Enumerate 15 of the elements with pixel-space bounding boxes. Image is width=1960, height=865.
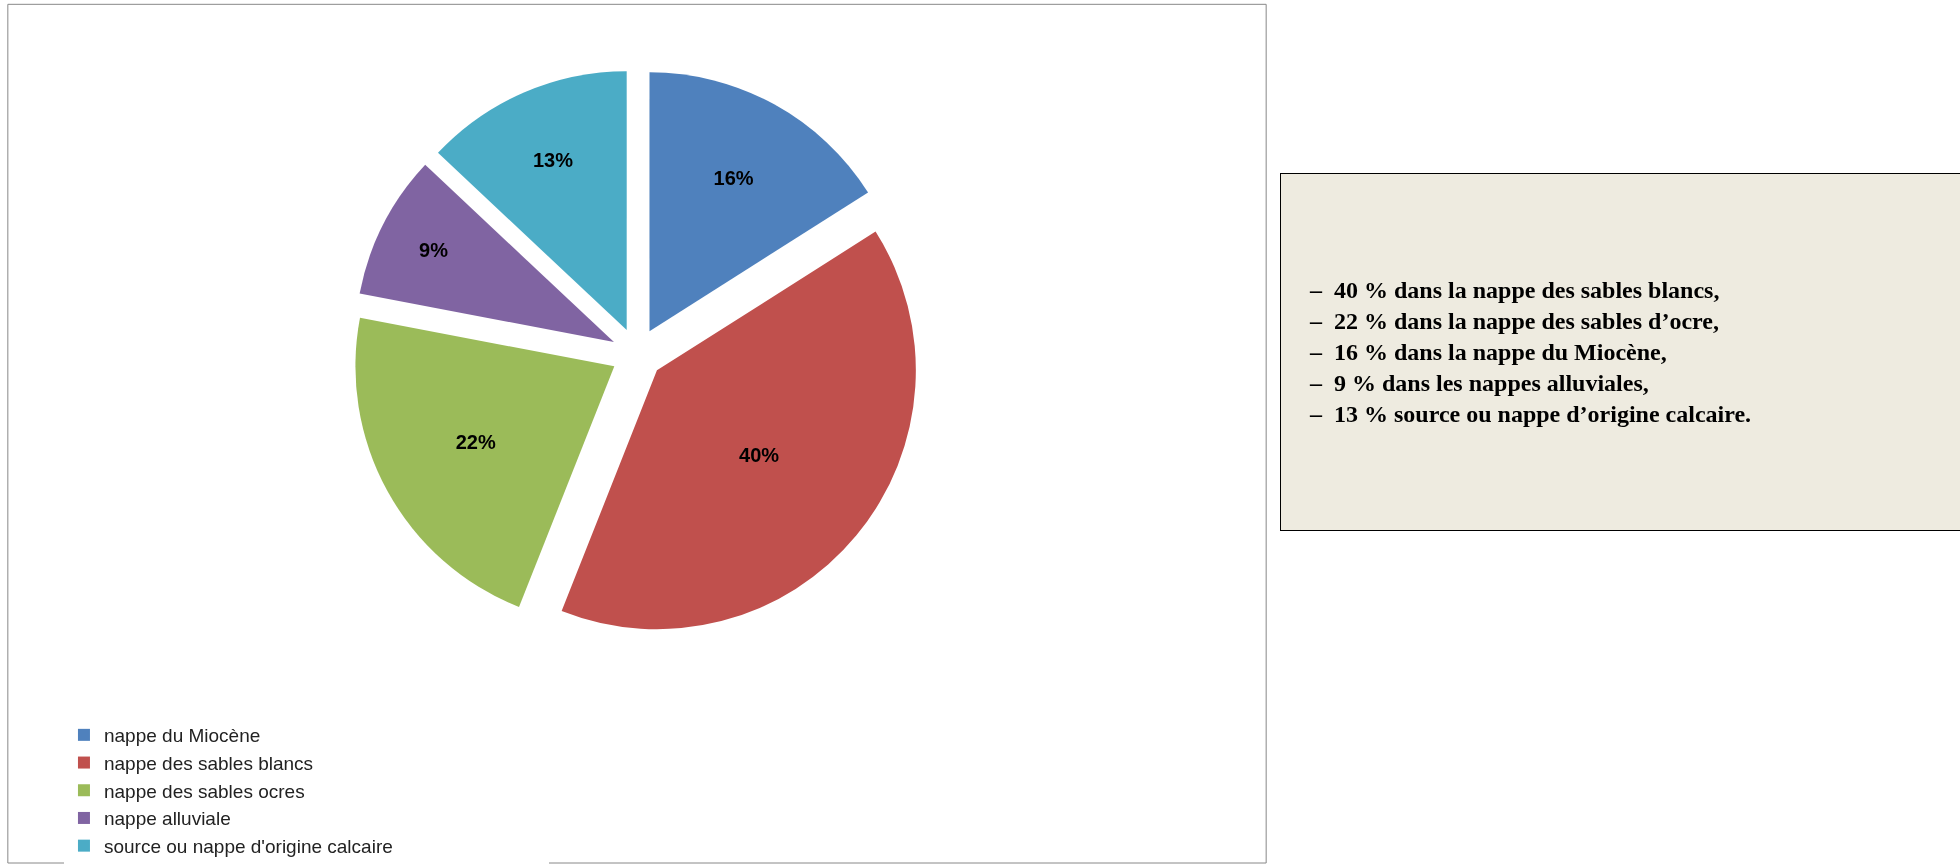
legend-label: nappe des sables blancs xyxy=(103,752,314,774)
text: – 22 % dans la nappe des sables d’ocre, xyxy=(1309,307,1719,334)
legend-label: source ou nappe d'origine calcaire xyxy=(103,836,393,858)
text: – 9 % dans les nappes alluviales, xyxy=(1309,370,1649,397)
data-label: 13% xyxy=(533,149,574,171)
data-label: 22% xyxy=(455,431,496,454)
legend-label: nappe alluviale xyxy=(103,808,231,830)
text: – 16 % dans la nappe du Miocène, xyxy=(1309,339,1667,365)
data-label: 9% xyxy=(419,239,449,262)
legend-label: nappe des sables ocres xyxy=(103,780,305,802)
data-label: 16% xyxy=(713,167,754,190)
text: – 40 % dans la nappe des sables blancs, xyxy=(1309,276,1720,303)
data-label: 40% xyxy=(739,443,780,466)
legend-label: nappe du Miocène xyxy=(103,725,261,747)
text: – 13 % source ou nappe d’origine calcaire. xyxy=(1309,401,1752,428)
